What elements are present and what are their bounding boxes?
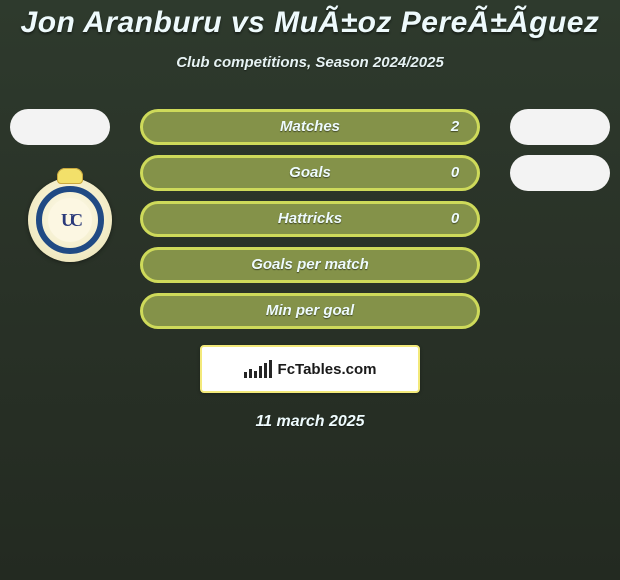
- bar-chart-icon: [244, 360, 272, 378]
- page-title: Jon Aranburu vs MuÃ±oz PereÃ±Ãguez: [0, 0, 620, 40]
- right-value-pill: [510, 109, 610, 145]
- bar-icon-segment: [259, 366, 262, 378]
- bar-icon-segment: [269, 360, 272, 378]
- stat-label: Goals: [140, 155, 480, 191]
- source-badge[interactable]: FcTables.com: [200, 345, 420, 393]
- stat-right-value: 0: [440, 201, 470, 237]
- stat-right-value: 2: [440, 109, 470, 145]
- stat-left-value: [150, 247, 180, 283]
- stat-rows: Matches2Goals0Hattricks0Goals per matchM…: [0, 109, 620, 339]
- bar-icon-segment: [254, 371, 257, 378]
- left-value-pill: [10, 109, 110, 145]
- stat-row: Goals per match: [0, 247, 620, 293]
- stat-right-value: [440, 247, 470, 283]
- page-subtitle: Club competitions, Season 2024/2025: [0, 54, 620, 71]
- right-value-pill: [510, 155, 610, 191]
- stat-left-value: [150, 155, 180, 191]
- footer-date: 11 march 2025: [0, 413, 620, 431]
- stat-label: Min per goal: [140, 293, 480, 329]
- stat-left-value: [150, 109, 180, 145]
- bar-icon-segment: [264, 363, 267, 378]
- bar-icon-segment: [244, 372, 247, 378]
- stat-label: Matches: [140, 109, 480, 145]
- stat-label: Hattricks: [140, 201, 480, 237]
- stat-row: Min per goal: [0, 293, 620, 339]
- source-badge-label: FcTables.com: [278, 361, 377, 378]
- stat-left-value: [150, 293, 180, 329]
- stat-label: Goals per match: [140, 247, 480, 283]
- stat-right-value: 0: [440, 155, 470, 191]
- bar-icon-segment: [249, 369, 252, 378]
- stat-row: Goals0: [0, 155, 620, 201]
- stat-right-value: [440, 293, 470, 329]
- container: Jon Aranburu vs MuÃ±oz PereÃ±Ãguez Club …: [0, 0, 620, 580]
- stat-row: Hattricks0: [0, 201, 620, 247]
- stat-row: Matches2: [0, 109, 620, 155]
- stat-left-value: [150, 201, 180, 237]
